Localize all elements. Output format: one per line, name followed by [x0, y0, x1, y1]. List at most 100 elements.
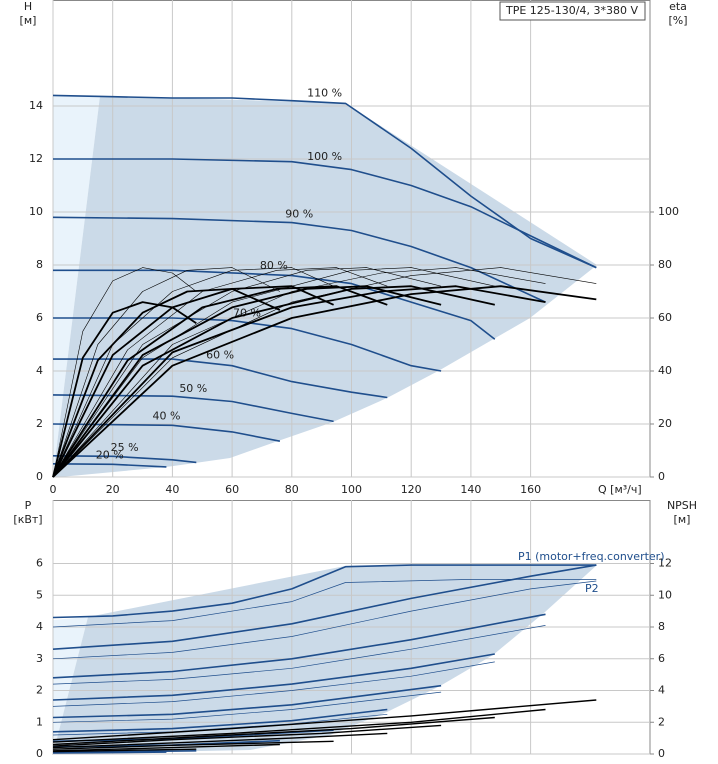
curve: [52, 285, 495, 478]
curve: [52, 267, 197, 478]
curve: [52, 267, 442, 478]
x-tick-label: 160: [520, 483, 541, 496]
curve: [52, 684, 442, 719]
curve: [52, 394, 334, 423]
y2-tick-label: 100: [658, 205, 679, 218]
curve: [52, 288, 281, 478]
curve: [52, 661, 495, 707]
curve: [52, 748, 197, 753]
y2-tick-label: 60: [658, 311, 672, 324]
y2-tick-label: 0: [658, 747, 665, 760]
curve: [53, 269, 496, 340]
y-tick-label: 5: [36, 588, 43, 601]
y-tick-label: 2: [36, 417, 43, 430]
curve-label: 100 %: [307, 150, 342, 163]
y-tick-label: 8: [36, 258, 43, 271]
curve: [52, 267, 281, 478]
y-tick-label: 12: [29, 152, 43, 165]
y-tick-label: 2: [36, 684, 43, 697]
curve: [52, 708, 388, 733]
y2-tick-label: 12: [658, 557, 672, 570]
curve-label: 20 %: [96, 448, 124, 461]
y-tick-label: 3: [36, 652, 43, 665]
curve: [52, 751, 167, 754]
curve: [52, 564, 597, 650]
y-tick-label: 0: [36, 747, 43, 760]
y-tick-label: 14: [29, 99, 43, 112]
y2-axis-unit: [м]: [674, 513, 691, 526]
y2-tick-label: 2: [658, 715, 665, 728]
curve: [52, 579, 597, 628]
y-tick-label: 0: [36, 470, 43, 483]
y-tick-label: 10: [29, 205, 43, 218]
y-axis-unit: [м]: [20, 14, 37, 27]
curve: [52, 580, 597, 660]
y2-tick-label: 40: [658, 364, 672, 377]
curve-label: 70 %: [233, 307, 261, 320]
power-area: [53, 565, 597, 754]
title-box: [499, 1, 646, 21]
y-axis-label: H: [24, 0, 32, 13]
curve: [52, 740, 334, 750]
y2-tick-label: 20: [658, 417, 672, 430]
curve: [52, 743, 280, 752]
curve: [52, 625, 546, 685]
curve: [53, 317, 442, 372]
y-tick-label: 1: [36, 715, 43, 728]
curve: [52, 463, 167, 468]
y2-tick-label: 0: [658, 470, 665, 483]
y2-tick-label: 8: [658, 620, 665, 633]
y-tick-label: 6: [36, 557, 43, 570]
y-tick-label: 4: [36, 620, 43, 633]
y2-tick-label: 80: [658, 258, 672, 271]
curve-label: 110 %: [307, 86, 342, 99]
curve: [52, 285, 546, 478]
y2-axis-label: eta: [669, 0, 687, 13]
curve: [52, 699, 597, 741]
y2-axis-unit: [%]: [668, 14, 687, 27]
y-axis-label: P: [25, 499, 32, 512]
x-tick-label: 0: [50, 483, 57, 496]
curve: [52, 216, 546, 303]
curve: [52, 423, 281, 442]
curve: [52, 285, 334, 478]
y-tick-label: 6: [36, 311, 43, 324]
curve: [52, 285, 388, 478]
curve: [52, 94, 597, 269]
y2-axis-label: NPSH: [667, 499, 697, 512]
curve: [52, 716, 495, 746]
y2-tick-label: 10: [658, 588, 672, 601]
y-axis-unit: [кВт]: [13, 513, 42, 526]
curve: [53, 358, 388, 399]
y2-tick-label: 6: [658, 652, 665, 665]
curve-label: 40 %: [152, 409, 180, 422]
curve: [52, 713, 388, 736]
curve: [52, 724, 442, 747]
curve: [52, 285, 597, 478]
x-tick-label: 100: [341, 483, 362, 496]
x-tick-label: 40: [165, 483, 179, 496]
chart-title: TPE 125-130/4, 3*380 V: [505, 4, 638, 17]
x-tick-label: 60: [225, 483, 239, 496]
curve: [52, 732, 388, 749]
curve: [52, 267, 546, 478]
x-tick-label: 20: [106, 483, 120, 496]
plot-layer: 0 20 40 60 80 100 120 140 1600246810121402040608…: [29, 0, 679, 760]
x-tick-label: 120: [401, 483, 422, 496]
curve: [53, 158, 597, 269]
curve: [52, 613, 546, 679]
x-tick-label: 80: [285, 483, 299, 496]
annotation: P1 (motor+freq.converter): [518, 550, 665, 563]
x-tick-label: 140: [460, 483, 481, 496]
curve: [52, 691, 442, 723]
curve-label: 60 %: [206, 348, 234, 361]
y-tick-label: 4: [36, 364, 43, 377]
curve: [52, 564, 597, 619]
curve: [52, 455, 197, 464]
curve: [52, 285, 442, 478]
x-axis-label: Q [м³/ч]: [598, 483, 642, 496]
curve: [52, 267, 388, 478]
curve-label: 90 %: [285, 208, 313, 221]
annotation: P2: [585, 582, 599, 595]
